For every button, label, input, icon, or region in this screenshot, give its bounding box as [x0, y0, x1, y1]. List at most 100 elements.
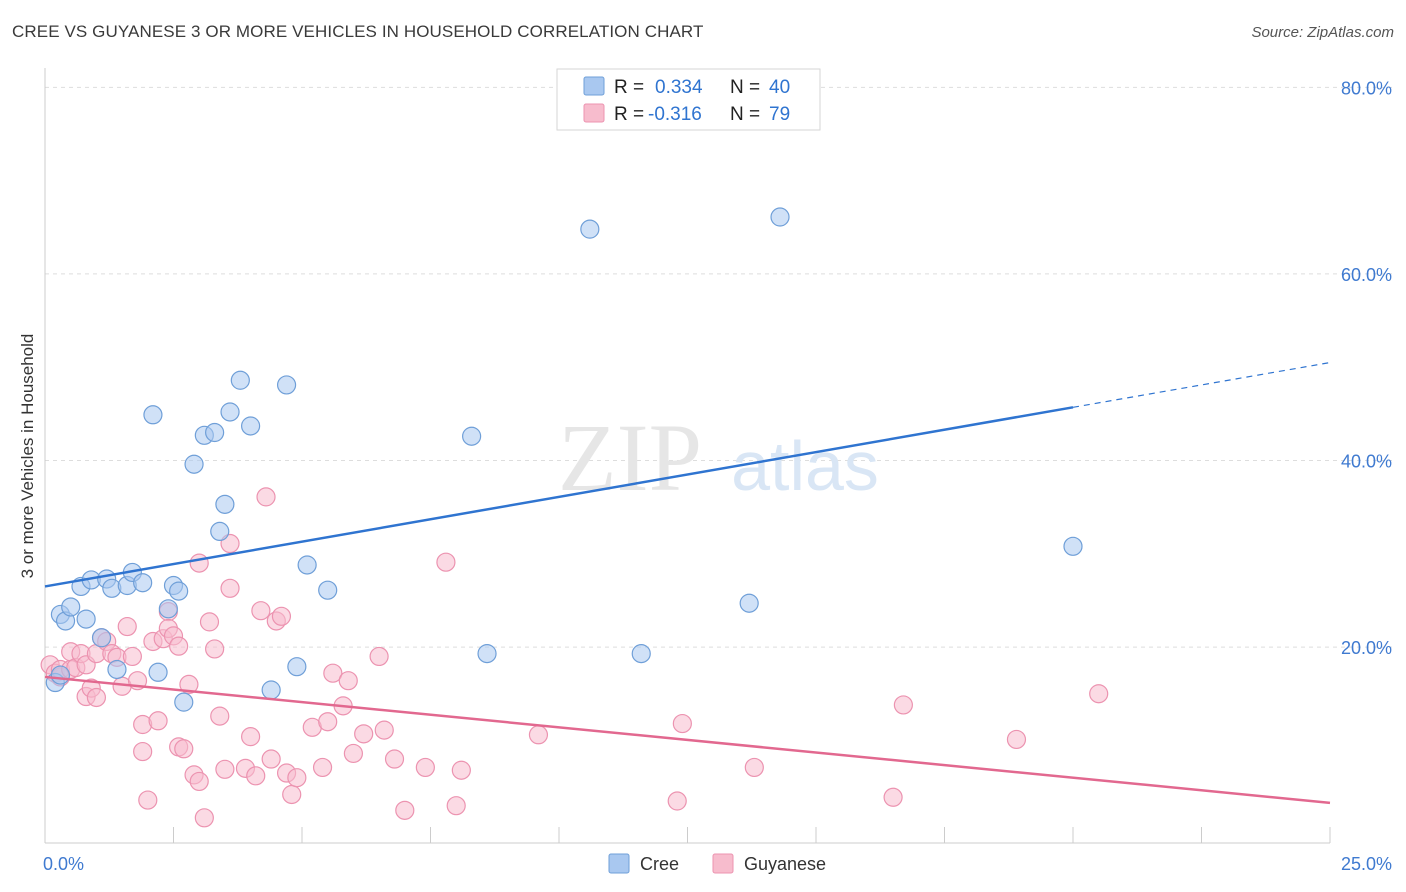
guyanese-point: [261, 749, 281, 769]
x-tick-label: 25.0%: [1341, 854, 1392, 874]
watermark-zip: ZIP: [558, 404, 702, 511]
guyanese-point: [893, 695, 913, 715]
cree-point: [631, 644, 651, 664]
guyanese-point: [354, 724, 374, 744]
guyanese-point: [1006, 729, 1027, 750]
guyanese-point: [174, 739, 194, 759]
guyanese-point: [220, 578, 240, 598]
trend-lines: [44, 361, 1331, 805]
guyanese-point: [374, 720, 394, 740]
x-tick-label: 0.0%: [43, 854, 84, 874]
guyanese-point: [138, 790, 158, 810]
guyanese-point: [189, 553, 209, 573]
guyanese-point: [395, 800, 415, 820]
guyanese-points: [40, 487, 1109, 828]
guyanese-point: [312, 757, 333, 778]
guyanese-r-value: -0.316: [648, 104, 702, 125]
series-legend: Cree Guyanese: [608, 853, 826, 874]
guyanese-point: [194, 808, 214, 828]
guyanese-point: [205, 639, 225, 659]
cree-point: [276, 375, 297, 395]
guyanese-point: [189, 771, 209, 792]
cree-point: [158, 599, 178, 619]
guyanese-point: [323, 663, 343, 683]
watermark-atlas: atlas: [731, 427, 879, 505]
cree-point: [462, 426, 482, 446]
cree-point: [143, 405, 163, 425]
cree-point: [205, 422, 225, 443]
cree-point: [739, 593, 759, 613]
guyanese-point: [883, 787, 903, 807]
guyanese-point: [287, 768, 307, 788]
y-tick-label: 20.0%: [1341, 638, 1392, 658]
cree-point: [76, 609, 96, 629]
guyanese-point: [148, 711, 168, 731]
guyanese-point: [415, 757, 435, 778]
cree-point: [241, 416, 261, 436]
cree-point: [220, 402, 240, 422]
guyanese-point: [1089, 684, 1109, 704]
cree-trend-line: [44, 406, 1074, 588]
stats-legend: R = 0.334 N = 40 R = -0.316 N = 79: [556, 68, 821, 131]
cree-point: [318, 580, 338, 600]
cree-point: [91, 628, 112, 648]
cree-point: [148, 662, 168, 682]
guyanese-point: [451, 760, 471, 780]
guyanese-point: [446, 796, 466, 816]
guyanese-point: [117, 616, 137, 637]
cree-point: [174, 692, 194, 712]
chart-source: Source: ZipAtlas.com: [1251, 24, 1394, 41]
cree-point: [210, 521, 230, 542]
cree-point: [477, 644, 497, 664]
guyanese-point: [122, 646, 142, 667]
guyanese-point: [256, 487, 276, 507]
cree-point: [107, 659, 127, 680]
cree-point: [261, 680, 281, 700]
guyanese-point: [436, 552, 456, 572]
guyanese-point: [199, 612, 220, 632]
cree-r-value: 0.334: [655, 77, 703, 98]
cree-n-value: 40: [769, 77, 790, 98]
guyanese-point: [672, 713, 692, 734]
cree-point: [50, 665, 71, 685]
guyanese-point: [215, 759, 235, 779]
cree-point: [133, 573, 153, 593]
guyanese-point: [318, 712, 338, 732]
guyanese-legend-label: Guyanese: [744, 854, 826, 874]
guyanese-point: [282, 784, 302, 805]
guyanese-point: [369, 646, 389, 667]
y-tick-label: 40.0%: [1341, 452, 1392, 472]
cree-bottom-swatch: [608, 853, 630, 874]
guyanese-point: [241, 727, 261, 747]
tick-labels: 20.0% 40.0% 60.0% 80.0% 0.0% 25.0%: [43, 78, 1392, 874]
guyanese-point: [169, 636, 189, 656]
guyanese-point: [338, 671, 358, 691]
gridlines: [45, 86, 1392, 648]
guyanese-point: [271, 606, 292, 626]
guyanese-point: [86, 687, 107, 708]
cree-point: [287, 657, 307, 677]
cree-point: [770, 207, 790, 227]
guyanese-n-label: N =: [730, 104, 760, 125]
cree-legend-swatch: [583, 76, 605, 96]
cree-point: [184, 454, 204, 474]
cree-trend-extension: [1072, 361, 1331, 408]
cree-legend-label: Cree: [640, 854, 679, 874]
guyanese-point: [251, 601, 271, 621]
guyanese-bottom-swatch: [712, 853, 734, 874]
cree-point: [230, 370, 250, 390]
guyanese-r-label: R =: [614, 104, 644, 125]
guyanese-point: [210, 706, 230, 726]
guyanese-point: [179, 674, 199, 695]
cree-n-label: N =: [730, 77, 760, 98]
cree-point: [1063, 536, 1083, 556]
guyanese-point: [744, 757, 764, 778]
cree-point: [169, 581, 189, 601]
y-tick-label: 60.0%: [1341, 265, 1392, 285]
axes: [44, 68, 1331, 844]
cree-point: [215, 494, 235, 514]
guyanese-point: [667, 791, 687, 811]
cree-point: [61, 597, 81, 617]
guyanese-point: [343, 743, 363, 764]
